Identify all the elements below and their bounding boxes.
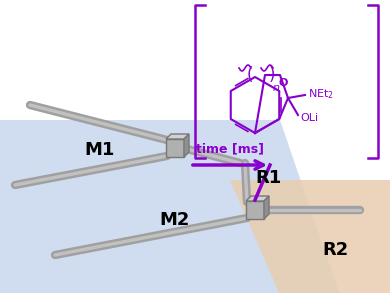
Text: R1: R1 [255,169,281,187]
FancyBboxPatch shape [246,201,264,219]
Text: $n$: $n$ [272,83,280,93]
Polygon shape [246,196,269,201]
Text: OLi: OLi [300,113,318,123]
Text: M1: M1 [85,141,115,159]
Text: O: O [278,78,288,88]
Text: time [ms]: time [ms] [196,142,264,155]
Polygon shape [264,196,269,219]
Polygon shape [166,134,189,139]
Polygon shape [184,134,189,157]
Text: R2: R2 [322,241,348,259]
Text: (: ( [247,66,253,84]
Polygon shape [230,180,390,293]
Text: NEt$_2$: NEt$_2$ [308,87,334,101]
Text: M2: M2 [160,211,190,229]
Polygon shape [0,120,340,293]
FancyBboxPatch shape [166,139,184,157]
Text: ): ) [269,66,275,84]
